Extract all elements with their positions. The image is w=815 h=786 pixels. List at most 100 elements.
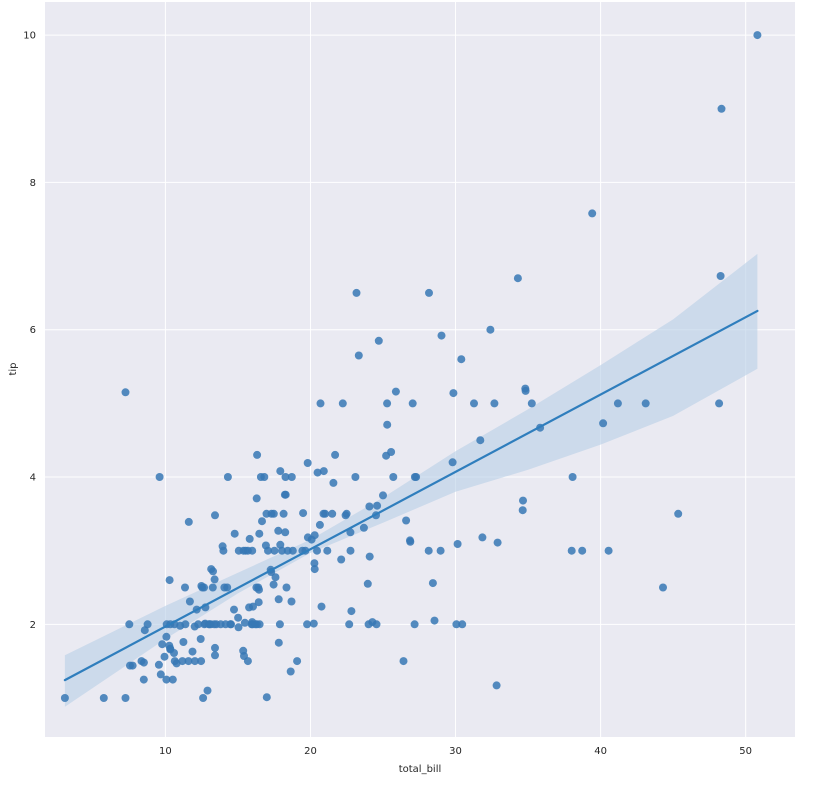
scatter-point: [199, 694, 208, 702]
scatter-point: [470, 399, 478, 408]
scatter-point: [188, 647, 197, 656]
scatter-point: [219, 546, 228, 555]
scatter-point: [359, 523, 368, 532]
scatter-point: [374, 336, 383, 345]
x-tick-labels: 10 20 30 40 50: [159, 746, 752, 757]
y-tick-label: 6: [30, 325, 36, 336]
scatter-point: [347, 607, 356, 616]
scatter-point: [486, 325, 495, 334]
scatter-point: [255, 529, 264, 538]
scatter-point: [255, 620, 264, 629]
scatter-point: [179, 638, 188, 646]
scatter-point: [158, 640, 167, 649]
scatter-point: [309, 619, 318, 628]
scatter-point: [274, 526, 283, 535]
scatter-point: [578, 546, 587, 555]
regression-line-group: [63, 309, 759, 682]
scatter-point: [310, 565, 319, 574]
scatter-point: [490, 399, 499, 408]
scatter-point: [281, 473, 290, 481]
y-tick-label: 2: [30, 620, 36, 631]
scatter-point: [342, 509, 351, 518]
scatter-point: [521, 386, 530, 395]
scatter-point: [203, 686, 212, 695]
scatter-point: [287, 597, 296, 606]
scatter-point: [319, 467, 328, 476]
scatter-point: [373, 501, 382, 510]
x-tick-label: 40: [594, 746, 607, 757]
scatter-point: [383, 420, 392, 429]
scatter-points: [60, 31, 762, 702]
scatter-point: [310, 531, 319, 540]
x-tick-label: 30: [449, 746, 462, 757]
confidence-band: [64, 253, 758, 707]
scatter-point: [162, 675, 171, 684]
scatter-point: [275, 620, 284, 629]
scatter-point: [437, 331, 446, 340]
scatter-point: [125, 620, 134, 629]
scatter-point: [317, 602, 326, 611]
scatter-point: [406, 536, 414, 545]
scatter-point: [492, 681, 501, 690]
scatter-point: [323, 546, 332, 555]
scatter-point: [316, 399, 325, 408]
scatter-point: [245, 534, 254, 543]
scatter-point: [313, 546, 321, 555]
scatter-point: [457, 355, 466, 364]
y-tick-label: 4: [30, 473, 36, 484]
scatter-point: [185, 597, 194, 606]
scatter-point: [258, 517, 266, 526]
scatter-point: [234, 623, 243, 632]
confidence-interval-band: [64, 253, 758, 707]
scatter-point: [223, 473, 232, 481]
scatter-point: [717, 104, 726, 113]
scatter-point: [674, 509, 683, 518]
scatter-point: [282, 583, 291, 592]
scatter-point: [345, 620, 354, 629]
scatter-point: [121, 694, 130, 702]
scatter-point: [399, 657, 408, 666]
scatter-point: [253, 450, 262, 459]
scatter-point: [389, 473, 398, 481]
scatter-point: [448, 458, 457, 467]
scatter-point: [715, 399, 724, 408]
y-tick-labels: 2 4 6 8 10: [23, 31, 36, 631]
scatter-point: [128, 661, 137, 670]
scatter-point: [230, 529, 239, 538]
scatter-point: [513, 274, 522, 283]
scatter-point: [288, 546, 297, 555]
regression-line: [63, 309, 759, 682]
scatter-point: [287, 473, 296, 481]
scatter-point: [281, 528, 290, 537]
scatter-point: [178, 657, 187, 666]
scatter-point: [270, 546, 279, 555]
scatter-point: [209, 567, 217, 576]
scatter-point: [286, 667, 295, 676]
scatter-point: [162, 632, 171, 641]
scatter-point: [346, 546, 355, 555]
scatter-point: [254, 598, 263, 607]
scatter-point: [299, 509, 308, 518]
scatter-point: [248, 546, 257, 555]
scatter-point: [181, 620, 190, 629]
scatter-point: [156, 670, 165, 679]
scatter-point: [281, 490, 290, 499]
scatter-point: [331, 450, 340, 459]
scatter-point: [424, 546, 433, 555]
scatter-point: [476, 436, 485, 445]
scatter-point: [328, 509, 337, 518]
scatter-point: [99, 694, 108, 702]
scatter-point: [252, 494, 261, 503]
scatter-point: [313, 468, 322, 477]
y-axis-label: tip: [8, 362, 19, 375]
scatter-point: [293, 657, 302, 666]
scatter-point: [262, 693, 271, 702]
scatter-point: [249, 602, 257, 611]
scatter-point: [346, 528, 355, 537]
scatter-point: [518, 506, 527, 515]
scatter-point: [303, 459, 312, 467]
scatter-point: [197, 657, 206, 666]
x-tick-label: 10: [159, 746, 172, 757]
scatter-point: [274, 638, 283, 647]
